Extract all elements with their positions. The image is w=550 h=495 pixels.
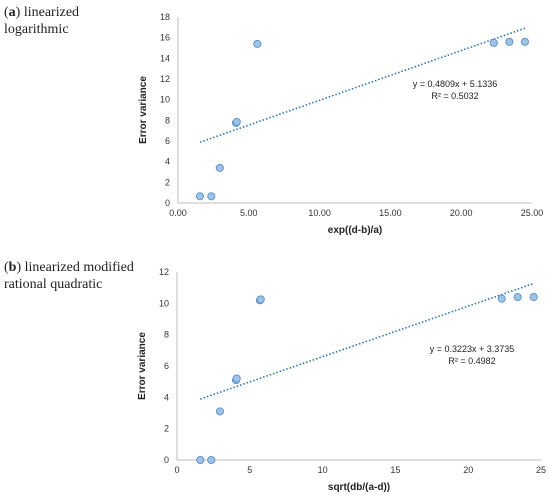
y-tick-label: 10 xyxy=(159,298,169,308)
trendline-equation: y = 0.3223x + 3.3735 xyxy=(430,344,515,354)
y-tick-label: 6 xyxy=(165,136,170,146)
data-point xyxy=(489,38,498,47)
panel-b-title: linearized modified rational quadratic xyxy=(4,260,134,292)
x-tick-label: 5 xyxy=(247,465,252,475)
y-tick-label: 8 xyxy=(165,115,170,125)
y-tick-label: 6 xyxy=(164,361,169,371)
data-point xyxy=(232,117,241,126)
data-point xyxy=(520,37,529,46)
y-tick-label: 0 xyxy=(164,455,169,465)
data-point xyxy=(215,407,225,416)
trendline xyxy=(200,282,534,400)
data-point xyxy=(215,163,224,172)
x-axis-title: sqrt(db/(a-d)) xyxy=(328,482,390,493)
trendline-r2: R² = 0.4982 xyxy=(448,356,495,366)
y-tick-label: 2 xyxy=(164,424,169,434)
panel-b-label: (b) linearized modified rational quadrat… xyxy=(4,260,134,292)
data-point xyxy=(232,374,241,383)
x-tick-label: 0 xyxy=(174,465,179,475)
x-tick-label: 10.00 xyxy=(308,208,331,218)
trendline-equation: y = 0.4809x + 5.1336 xyxy=(413,79,498,89)
x-axis-title: exp((d-b)/a) xyxy=(328,225,382,236)
y-tick-label: 14 xyxy=(160,53,170,63)
panel-a-title: linearized logarithmic xyxy=(4,5,80,37)
trendline-r2: R² = 0.5032 xyxy=(431,91,478,101)
y-axis-title: Error variance xyxy=(138,76,149,144)
x-tick-label: 20 xyxy=(463,465,473,475)
trendline xyxy=(199,27,526,144)
x-tick-label: 0.00 xyxy=(169,208,187,218)
data-point xyxy=(196,455,205,465)
data-point xyxy=(505,37,514,46)
x-tick-label: 15 xyxy=(390,465,400,475)
y-tick-label: 4 xyxy=(164,392,169,402)
data-point xyxy=(529,293,538,302)
x-tick-label: 25.00 xyxy=(521,208,544,218)
panel-a-label: (a) linearized logarithmic xyxy=(4,5,80,37)
data-point xyxy=(207,192,216,201)
y-axis-title: Error variance xyxy=(137,332,148,400)
y-tick-label: 10 xyxy=(160,95,170,105)
y-tick-label: 16 xyxy=(160,33,170,43)
x-tick-label: 5.00 xyxy=(240,208,258,218)
panel-b-letter: b xyxy=(8,260,17,275)
y-tick-label: 2 xyxy=(165,177,170,187)
data-point xyxy=(256,295,265,304)
y-tick-label: 12 xyxy=(159,267,169,277)
y-tick-label: 18 xyxy=(160,12,170,22)
panel-a-letter: a xyxy=(8,5,16,20)
data-point xyxy=(195,192,204,201)
y-tick-label: 12 xyxy=(160,74,170,84)
data-point xyxy=(253,39,262,48)
x-tick-label: 15.00 xyxy=(379,208,402,218)
data-point xyxy=(497,294,506,303)
x-tick-label: 20.00 xyxy=(450,208,473,218)
x-tick-label: 10 xyxy=(318,465,328,475)
data-point xyxy=(513,293,522,302)
x-tick-label: 25 xyxy=(536,465,546,475)
y-tick-label: 4 xyxy=(165,157,170,167)
y-tick-label: 0 xyxy=(165,198,170,208)
y-tick-label: 8 xyxy=(164,330,169,340)
data-point xyxy=(207,455,216,465)
